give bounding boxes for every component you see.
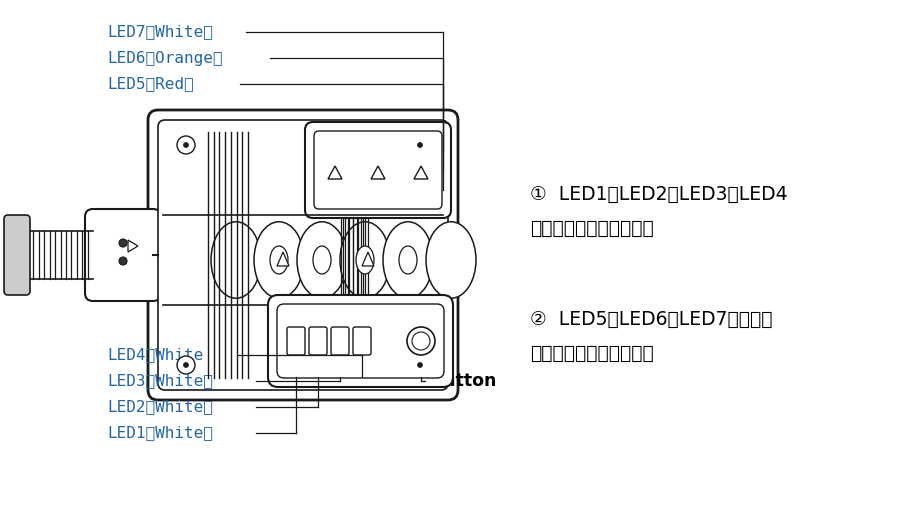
Circle shape — [119, 239, 127, 247]
Ellipse shape — [426, 222, 476, 298]
Ellipse shape — [297, 222, 347, 298]
FancyBboxPatch shape — [314, 131, 442, 209]
Text: LED7（White）: LED7（White） — [107, 25, 213, 40]
Circle shape — [184, 142, 188, 148]
Circle shape — [418, 362, 422, 368]
Text: LED2（White）: LED2（White） — [107, 399, 213, 414]
Polygon shape — [362, 252, 374, 266]
FancyBboxPatch shape — [268, 295, 453, 387]
Text: Button: Button — [430, 372, 497, 390]
Text: ②  LED5、LED6、LED7为不同颜
色，显示电池健康状态；: ② LED5、LED6、LED7为不同颜 色，显示电池健康状态； — [530, 310, 772, 363]
FancyBboxPatch shape — [305, 122, 451, 218]
Polygon shape — [277, 252, 289, 266]
Circle shape — [412, 332, 430, 350]
FancyBboxPatch shape — [353, 327, 371, 355]
Ellipse shape — [270, 246, 288, 274]
Circle shape — [411, 356, 429, 374]
Ellipse shape — [340, 222, 390, 298]
Text: ①  LED1、LED2、LED3、LED4
为白色，显示电池电量；: ① LED1、LED2、LED3、LED4 为白色，显示电池电量； — [530, 185, 788, 238]
FancyBboxPatch shape — [331, 327, 349, 355]
Polygon shape — [328, 166, 342, 179]
Polygon shape — [128, 240, 138, 252]
Polygon shape — [414, 166, 428, 179]
Ellipse shape — [313, 246, 331, 274]
Circle shape — [184, 362, 188, 368]
Ellipse shape — [254, 222, 304, 298]
Polygon shape — [371, 166, 385, 179]
FancyBboxPatch shape — [309, 327, 327, 355]
FancyBboxPatch shape — [277, 304, 444, 378]
Text: LED6（Orange）: LED6（Orange） — [107, 50, 222, 65]
FancyBboxPatch shape — [148, 110, 458, 400]
FancyBboxPatch shape — [158, 120, 448, 390]
Ellipse shape — [383, 222, 433, 298]
Circle shape — [411, 136, 429, 154]
Circle shape — [177, 136, 195, 154]
Circle shape — [407, 327, 435, 355]
FancyBboxPatch shape — [85, 209, 161, 301]
Text: LED5（Red）: LED5（Red） — [107, 77, 194, 91]
Circle shape — [418, 142, 422, 148]
Text: LED1（White）: LED1（White） — [107, 426, 213, 440]
Ellipse shape — [211, 222, 261, 298]
Circle shape — [177, 356, 195, 374]
Circle shape — [119, 257, 127, 265]
Ellipse shape — [356, 246, 374, 274]
FancyBboxPatch shape — [287, 327, 305, 355]
Text: LED4（White: LED4（White — [107, 347, 203, 362]
FancyBboxPatch shape — [4, 215, 30, 295]
Ellipse shape — [399, 246, 417, 274]
Text: LED3（White）: LED3（White） — [107, 374, 213, 389]
